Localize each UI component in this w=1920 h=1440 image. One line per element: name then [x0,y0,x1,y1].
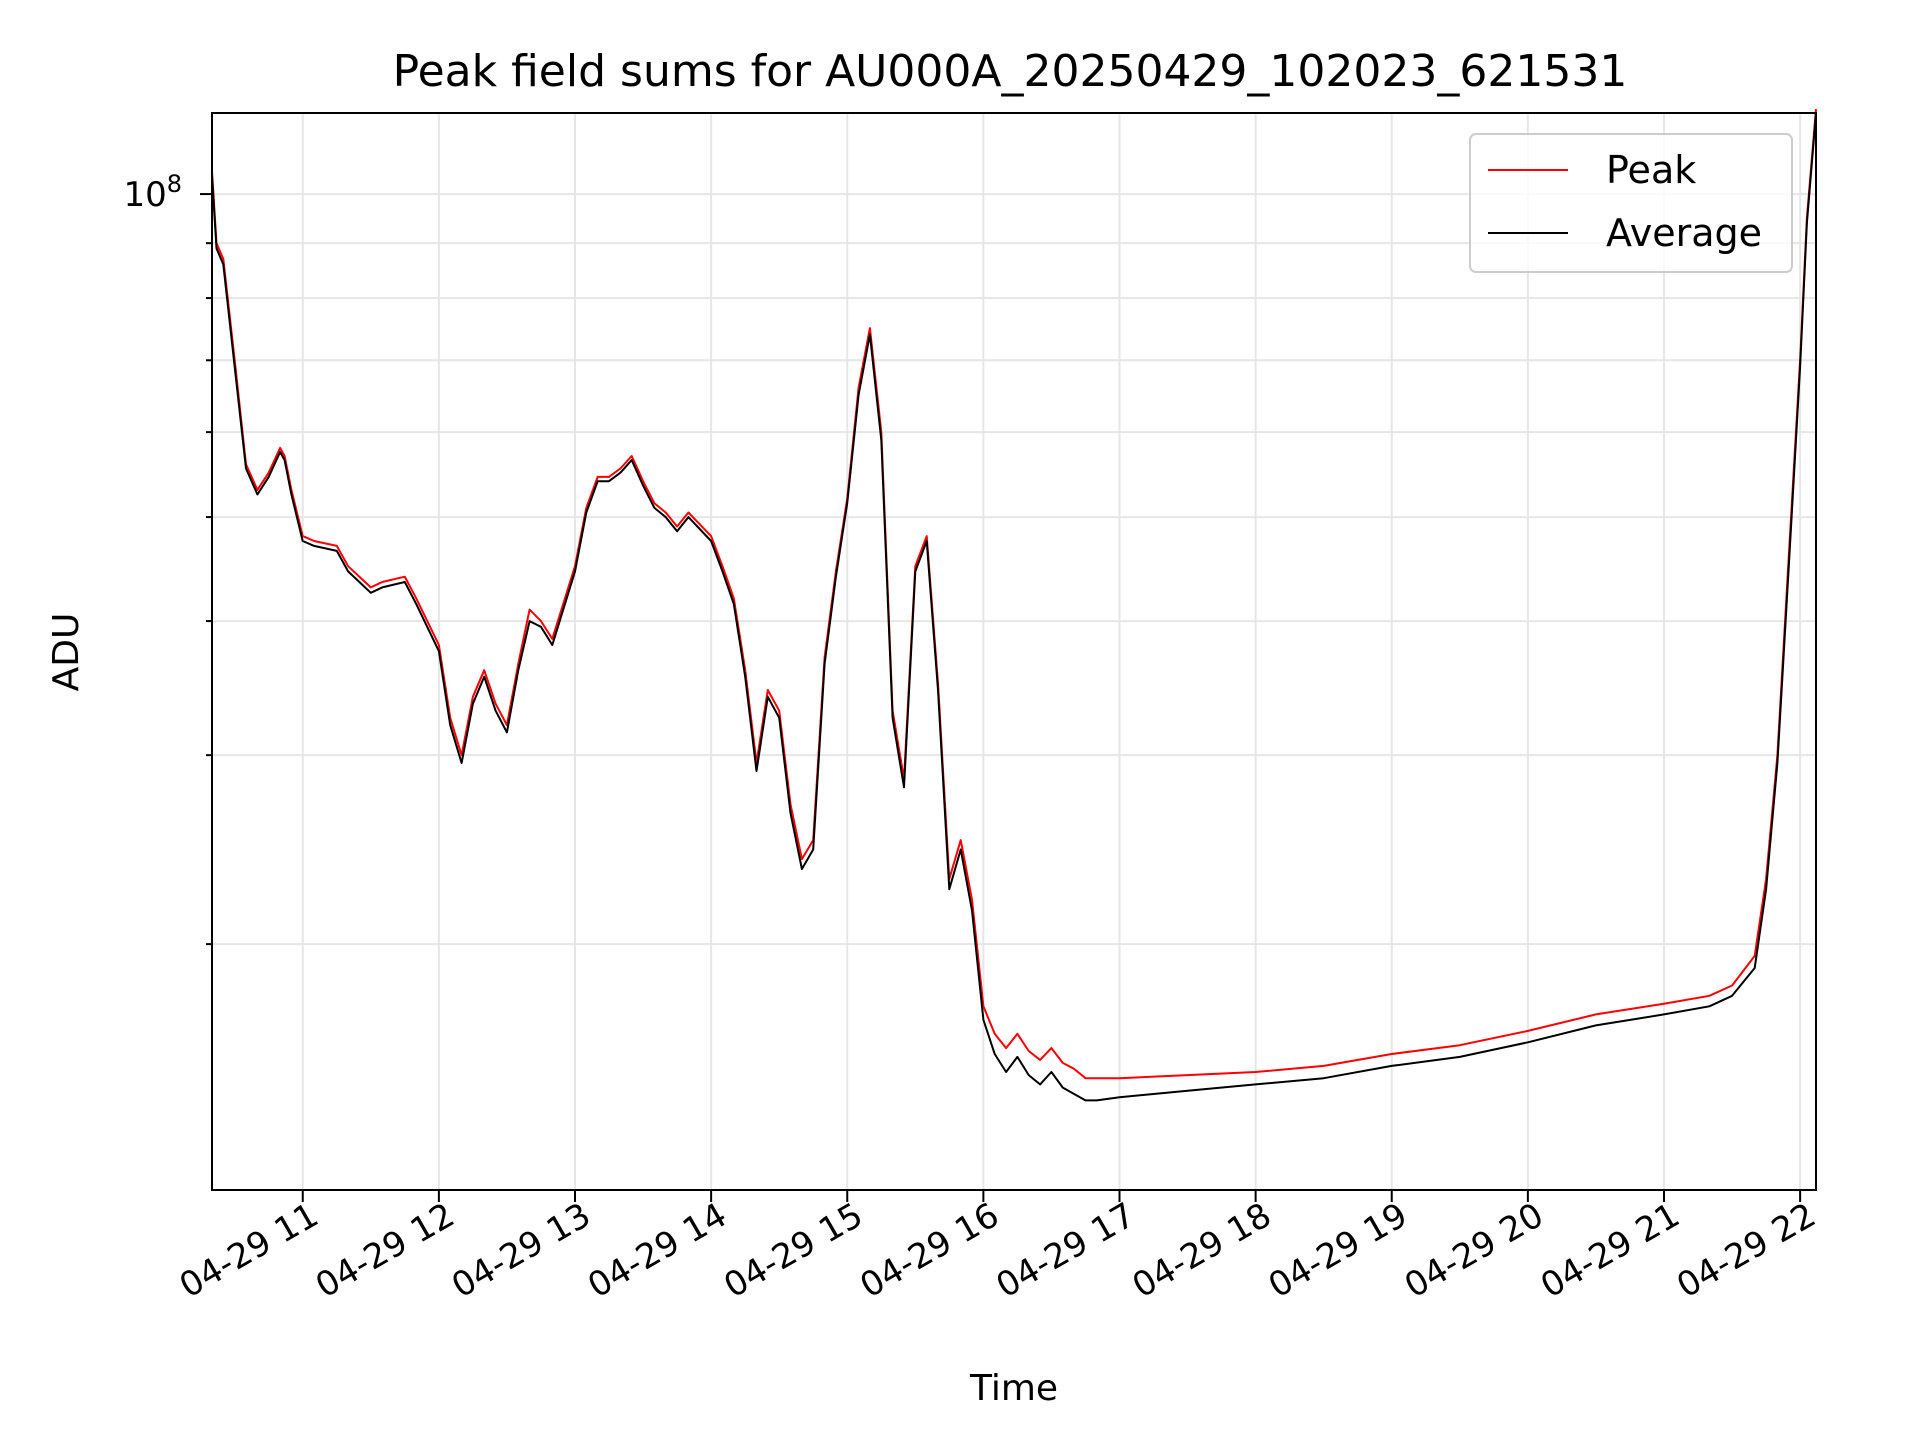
legend-box [1469,133,1793,273]
y-axis-label: ADU [46,613,87,692]
series-line-peak [211,109,1817,1080]
y-tick-label: 108 [123,170,182,215]
legend-label-average: Average [1606,211,1762,255]
chart-title: Peak field sums for AU000A_20250429_1020… [393,46,1628,97]
y-tick-label-exponent: 8 [167,170,182,198]
legend: Peak Average [1469,133,1793,273]
y-tick-label-base: 10 [123,175,166,215]
series-line-average [211,112,1817,1102]
plot-frame [211,112,1817,1191]
series-layer [211,109,1817,1102]
legend-label-peak: Peak [1606,148,1696,192]
x-axis-label: Time [969,1368,1058,1409]
